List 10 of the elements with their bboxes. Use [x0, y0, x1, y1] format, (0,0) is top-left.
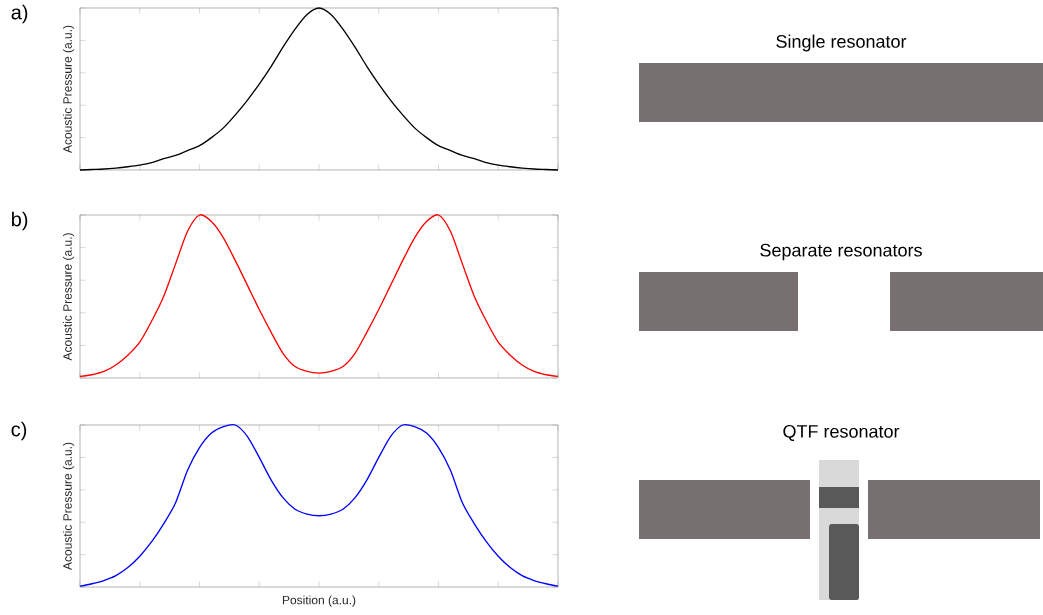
y-axis-title: Acoustic Pressure (a.u.)	[62, 442, 75, 570]
chart-title: a)	[11, 4, 28, 24]
chart-title: b)	[12, 211, 28, 231]
text: QTF resonator	[783, 425, 900, 441]
text: Single resonator	[776, 34, 907, 52]
y-axis-title: Acoustic Pressure (a.u.)	[62, 233, 75, 361]
text: Separate resonators	[760, 243, 922, 261]
x-axis-title: Position (a.u.)	[282, 595, 356, 607]
y-axis-title: Acoustic Pressure (a.u.)	[62, 25, 75, 153]
chart-title: c)	[11, 421, 27, 441]
